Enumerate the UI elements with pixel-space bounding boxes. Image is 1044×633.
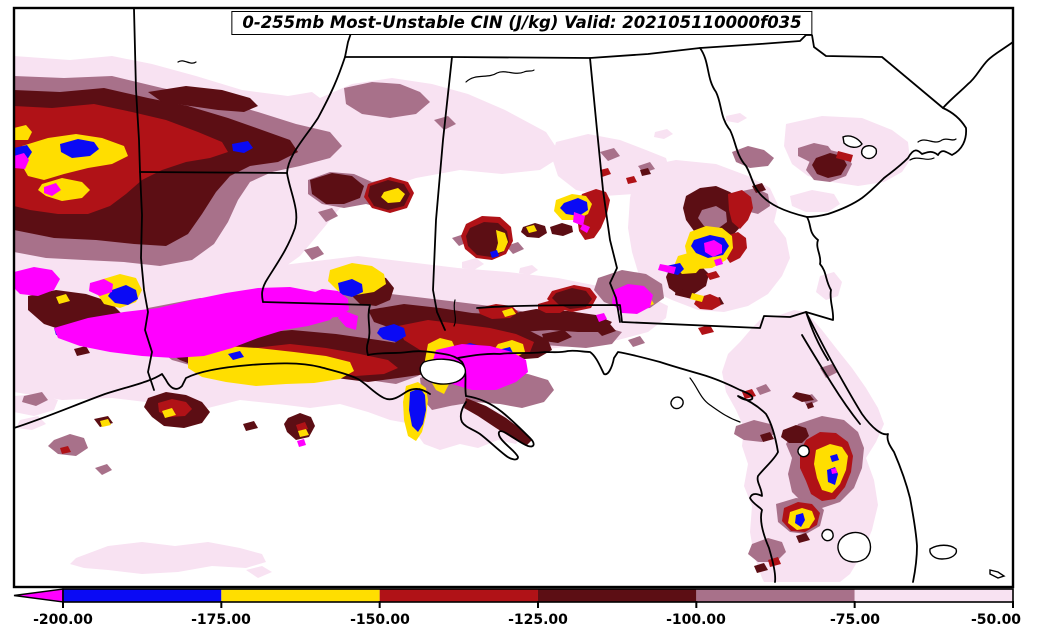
colorbar-segment <box>854 589 1013 602</box>
colorbar: -200.00 -175.00 -150.00 -125.00 -100.00 … <box>13 588 1021 628</box>
state-borders <box>133 8 944 391</box>
colorbar-arrow-below-min <box>13 588 64 603</box>
border-la-ms-pearl <box>262 301 371 356</box>
colorbar-tick-labels: -200.00 -175.00 -150.00 -125.00 -100.00 … <box>33 612 1021 628</box>
kentucky-lake-squiggle <box>177 60 197 64</box>
colorbar-ticks <box>62 601 1014 608</box>
coast-gulf-florida <box>457 349 779 583</box>
border-mississippi-river <box>261 29 353 303</box>
colorbar-segment <box>221 589 380 602</box>
map-title: 0-255mb Most-Unstable CIN (J/kg) Valid: … <box>242 13 802 32</box>
nc-river-1 <box>917 138 957 143</box>
tick-label: -200.00 <box>33 612 93 628</box>
island-tiny <box>989 569 1006 579</box>
tick-label: -175.00 <box>191 612 251 628</box>
border-fl <box>476 304 807 329</box>
suwannee-river <box>689 377 741 423</box>
coast-indian-river-lagoon <box>801 334 861 425</box>
rivers <box>177 60 957 423</box>
lake-moultrie <box>860 145 878 160</box>
lake-pontchartrain <box>419 358 467 385</box>
tick-label: -150.00 <box>350 612 410 628</box>
tick-label: -75.00 <box>830 612 880 628</box>
fl-lake-small-3 <box>821 528 834 542</box>
cin-level-mauve-cores <box>698 206 727 230</box>
lake-okeechobee <box>837 531 872 563</box>
border-al-ga <box>589 57 621 323</box>
map-frame <box>12 6 1015 589</box>
fl-lake-small-1 <box>670 396 684 410</box>
colorbar-segment <box>696 589 855 602</box>
coast-carolinas <box>806 41 1013 218</box>
coastline <box>14 41 1013 583</box>
tick-label: -100.00 <box>666 612 726 628</box>
border-ar-la <box>139 171 288 174</box>
colorbar-segment <box>379 589 538 602</box>
border-texas <box>133 8 155 391</box>
border-ms-al <box>432 56 453 331</box>
island-bottom-right <box>929 544 958 560</box>
tick-label: -125.00 <box>508 612 568 628</box>
colorbar-segment <box>63 589 222 602</box>
lake-marion <box>842 135 863 148</box>
colorbar-segment <box>538 589 697 602</box>
coast-mississippi-delta <box>459 395 535 461</box>
nc-river-2 <box>909 157 935 161</box>
title-box: 0-255mb Most-Unstable CIN (J/kg) Valid: … <box>231 11 813 35</box>
lakes <box>419 135 1006 579</box>
coast-texas-louisiana <box>14 362 431 429</box>
tennessee-river <box>465 69 535 83</box>
fl-lake-small-2 <box>797 444 810 458</box>
coast-florida-atlantic <box>805 311 918 583</box>
tick-label: -50.00 <box>971 612 1021 628</box>
mobile-river <box>453 299 457 327</box>
border-ga-sc-savannah <box>699 47 808 218</box>
